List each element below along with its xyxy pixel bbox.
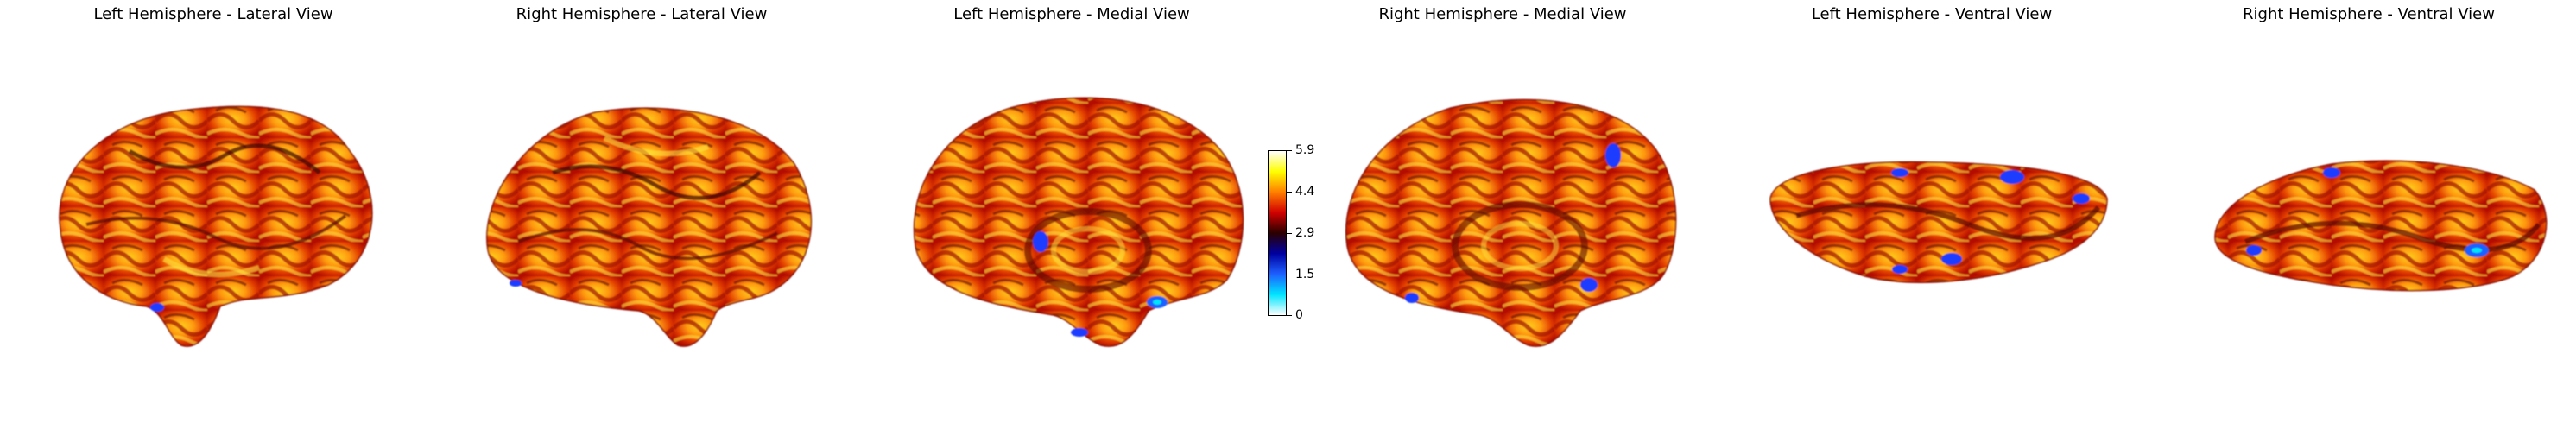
colorbar-tick (1287, 315, 1292, 316)
colorbar-label-max: 5.9 (1295, 143, 1315, 157)
brain-left-lateral (59, 105, 373, 347)
colorbar-label: 2.9 (1295, 226, 1315, 240)
colorbar-tick (1287, 192, 1292, 193)
panel-title-left-lateral: Left Hemisphere - Lateral View (93, 5, 333, 23)
panel-title-right-lateral: Right Hemisphere - Lateral View (516, 5, 768, 23)
colorbar (1268, 150, 1287, 316)
brain-left-ventral (1769, 161, 2108, 283)
panel-title-right-medial: Right Hemisphere - Medial View (1378, 5, 1627, 23)
brain-right-lateral (486, 107, 812, 347)
brain-right-ventral (2214, 160, 2548, 292)
panel-title-right-ventral: Right Hemisphere - Ventral View (2243, 5, 2495, 23)
panel-title-left-ventral: Left Hemisphere - Ventral View (1811, 5, 2053, 23)
brain-right-medial (1345, 98, 1677, 347)
colorbar-label-min: 0 (1295, 308, 1303, 322)
panel-title-left-medial: Left Hemisphere - Medial View (953, 5, 1190, 23)
brain-left-medial (913, 97, 1244, 347)
colorbar-tick (1287, 150, 1292, 151)
colorbar-label: 4.4 (1295, 185, 1315, 199)
colorbar-label: 1.5 (1295, 268, 1315, 281)
colorbar-tick (1287, 233, 1292, 234)
